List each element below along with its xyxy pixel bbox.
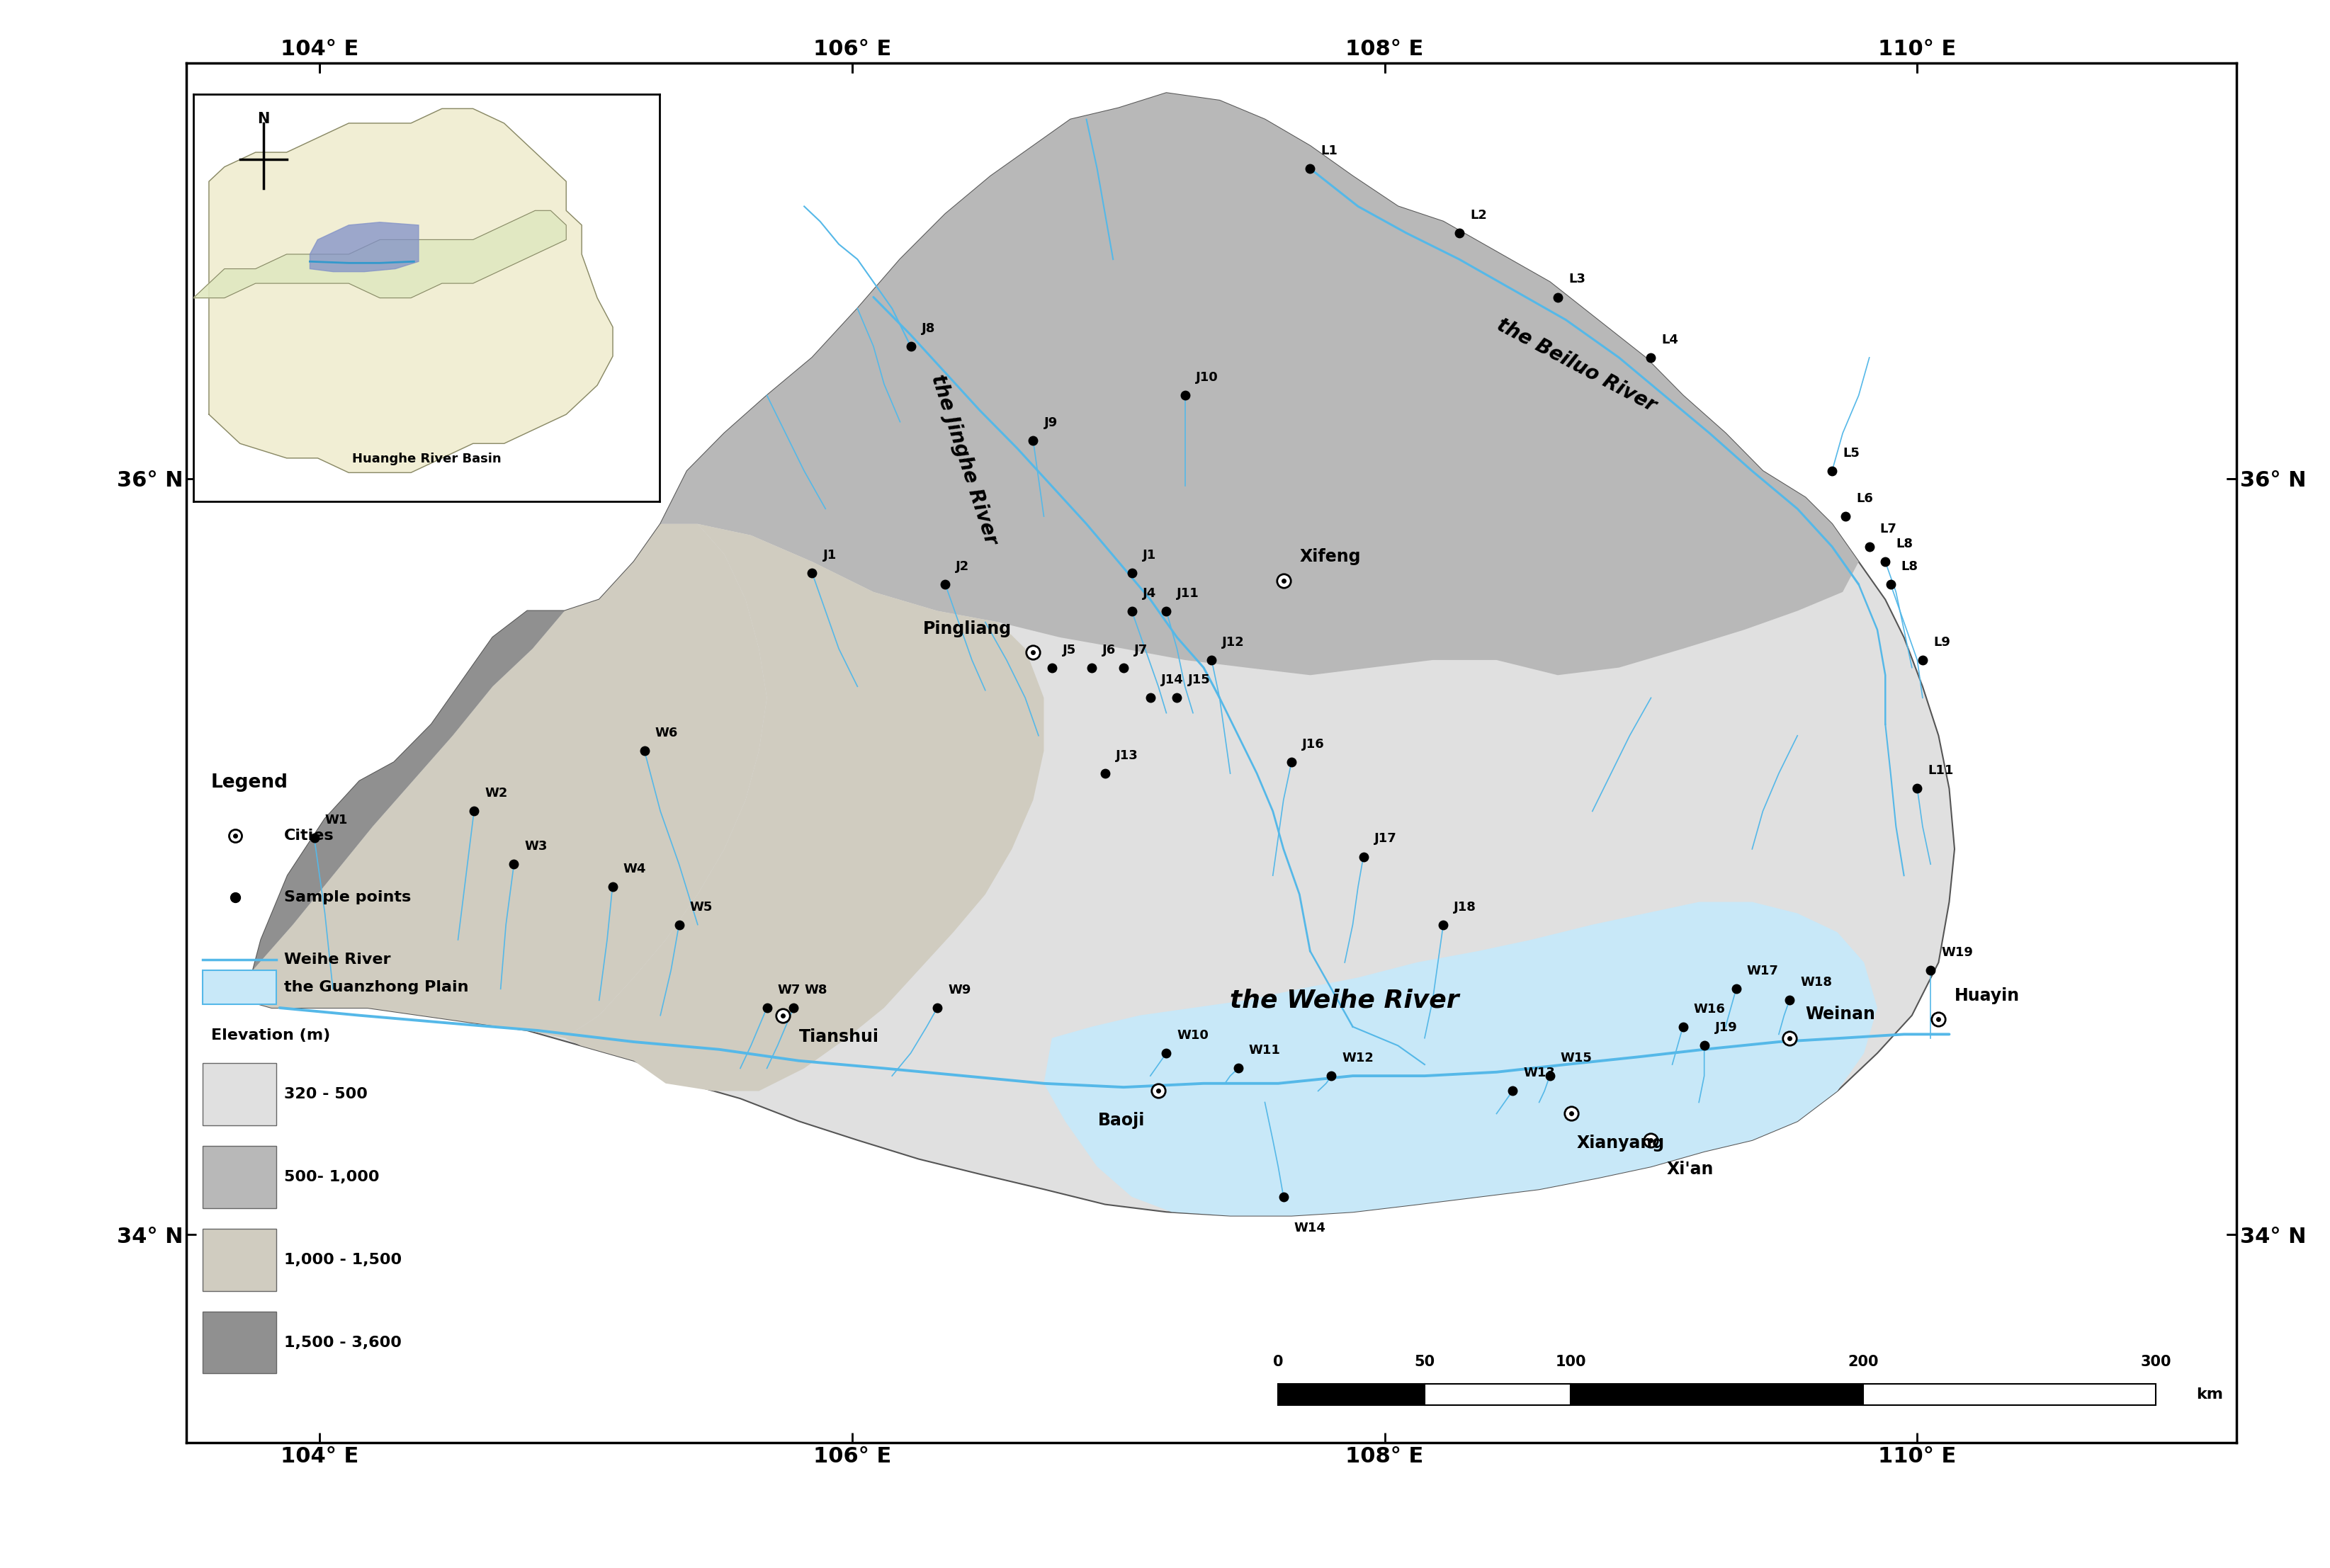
Polygon shape: [245, 524, 767, 1038]
Polygon shape: [659, 93, 1859, 676]
Text: J9: J9: [1044, 417, 1058, 430]
Text: W5: W5: [690, 900, 713, 913]
Text: L2: L2: [1470, 209, 1487, 221]
Text: 1,500 - 3,600: 1,500 - 3,600: [284, 1336, 401, 1350]
Text: J10: J10: [1195, 372, 1219, 384]
Text: W6: W6: [655, 726, 678, 740]
Text: 500- 1,000: 500- 1,000: [284, 1170, 380, 1184]
Text: J5: J5: [1062, 643, 1076, 657]
Bar: [203, 1229, 277, 1290]
Text: W18: W18: [1801, 977, 1831, 989]
Text: J11: J11: [1177, 586, 1200, 599]
Text: L3: L3: [1568, 273, 1584, 285]
Text: 1,000 - 1,500: 1,000 - 1,500: [284, 1253, 403, 1267]
Text: J6: J6: [1102, 643, 1116, 657]
Text: 320 - 500: 320 - 500: [284, 1087, 368, 1101]
Polygon shape: [564, 524, 1044, 1091]
Text: J13: J13: [1116, 750, 1139, 762]
Polygon shape: [1044, 902, 1878, 1215]
Bar: [1864, 1385, 2155, 1405]
Text: Tianshui: Tianshui: [799, 1029, 878, 1046]
Text: 100: 100: [1556, 1355, 1587, 1369]
Text: J1: J1: [822, 549, 836, 561]
Text: W11: W11: [1249, 1044, 1282, 1057]
Text: L11: L11: [1927, 765, 1953, 778]
Bar: [1424, 1385, 1570, 1405]
Text: W10: W10: [1177, 1029, 1209, 1041]
Text: km: km: [2195, 1388, 2223, 1402]
Bar: [1279, 1385, 1424, 1405]
Text: 50: 50: [1414, 1355, 1435, 1369]
Text: L9: L9: [1934, 637, 1950, 649]
Text: J19: J19: [1715, 1021, 1738, 1035]
Text: W2: W2: [485, 787, 508, 800]
Polygon shape: [245, 93, 1955, 1215]
Text: 300: 300: [2141, 1355, 2172, 1369]
Text: J16: J16: [1302, 739, 1326, 751]
Text: Elevation (m): Elevation (m): [210, 1029, 331, 1043]
Text: Xianyang: Xianyang: [1577, 1135, 1664, 1151]
Text: Weihe River: Weihe River: [284, 952, 391, 967]
Text: the Guanzhong Plain: the Guanzhong Plain: [284, 980, 468, 994]
Text: L8: L8: [1897, 538, 1913, 550]
Text: W9: W9: [948, 983, 972, 997]
Text: the Beiluo River: the Beiluo River: [1494, 315, 1659, 416]
Text: W14: W14: [1293, 1221, 1326, 1234]
Text: W15: W15: [1561, 1052, 1591, 1065]
Text: L4: L4: [1661, 334, 1678, 347]
Text: J1: J1: [1142, 549, 1156, 561]
Text: Sample points: Sample points: [284, 891, 410, 905]
Text: W19: W19: [1941, 946, 1974, 958]
Text: the Jinghe River: the Jinghe River: [927, 372, 1002, 547]
Text: L7: L7: [1880, 522, 1897, 535]
Text: W12: W12: [1342, 1052, 1375, 1065]
Text: L6: L6: [1857, 492, 1873, 505]
Text: Pingliang: Pingliang: [923, 621, 1011, 637]
Text: 200: 200: [1848, 1355, 1878, 1369]
Text: L1: L1: [1321, 144, 1337, 157]
Text: W1: W1: [324, 814, 347, 826]
Text: Huayin: Huayin: [1955, 986, 2020, 1004]
Polygon shape: [310, 223, 419, 271]
Text: W7: W7: [778, 983, 802, 997]
Polygon shape: [193, 210, 566, 298]
Text: Legend: Legend: [210, 773, 289, 792]
Text: Cities: Cities: [284, 828, 333, 842]
Text: W16: W16: [1694, 1002, 1727, 1016]
Text: N: N: [256, 111, 270, 125]
Text: J4: J4: [1142, 586, 1156, 599]
Text: J7: J7: [1135, 643, 1149, 657]
Text: W3: W3: [524, 840, 548, 853]
Text: W17: W17: [1748, 964, 1778, 977]
Text: J2: J2: [955, 560, 969, 572]
Text: J17: J17: [1375, 833, 1396, 845]
Text: the Weihe River: the Weihe River: [1230, 988, 1459, 1013]
Text: Weinan: Weinan: [1806, 1007, 1876, 1022]
Text: 0: 0: [1272, 1355, 1284, 1369]
Text: L8: L8: [1901, 560, 1918, 572]
Text: Xifeng: Xifeng: [1300, 549, 1361, 566]
Polygon shape: [210, 108, 613, 472]
Text: J14: J14: [1160, 674, 1184, 687]
Text: W4: W4: [622, 862, 645, 875]
Text: W13: W13: [1524, 1066, 1554, 1080]
Text: Huanghe River Basin: Huanghe River Basin: [352, 453, 501, 466]
Text: Xi'an: Xi'an: [1666, 1160, 1715, 1178]
Bar: [203, 1063, 277, 1126]
Text: L5: L5: [1843, 447, 1859, 459]
Text: J12: J12: [1223, 637, 1244, 649]
Bar: [203, 971, 277, 1005]
Bar: [1570, 1385, 1864, 1405]
Text: Baoji: Baoji: [1097, 1112, 1144, 1129]
Text: J15: J15: [1188, 674, 1209, 687]
Text: J18: J18: [1454, 900, 1477, 913]
Text: J8: J8: [920, 321, 934, 336]
Text: W8: W8: [804, 983, 827, 997]
Polygon shape: [245, 612, 564, 1000]
Bar: [203, 1311, 277, 1374]
Bar: [203, 1146, 277, 1207]
